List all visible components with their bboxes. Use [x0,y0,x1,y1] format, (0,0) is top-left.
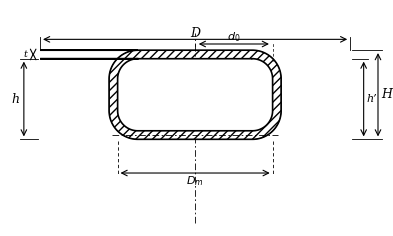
Text: $D_m$: $D_m$ [186,174,204,188]
Polygon shape [40,50,281,139]
Polygon shape [40,59,273,131]
Text: h: h [11,93,19,105]
Text: $d_0$: $d_0$ [227,30,241,44]
Text: t: t [24,50,28,59]
Text: r: r [162,60,166,69]
Text: H: H [381,88,392,101]
Text: D: D [190,27,200,40]
Text: h’: h’ [367,94,378,104]
